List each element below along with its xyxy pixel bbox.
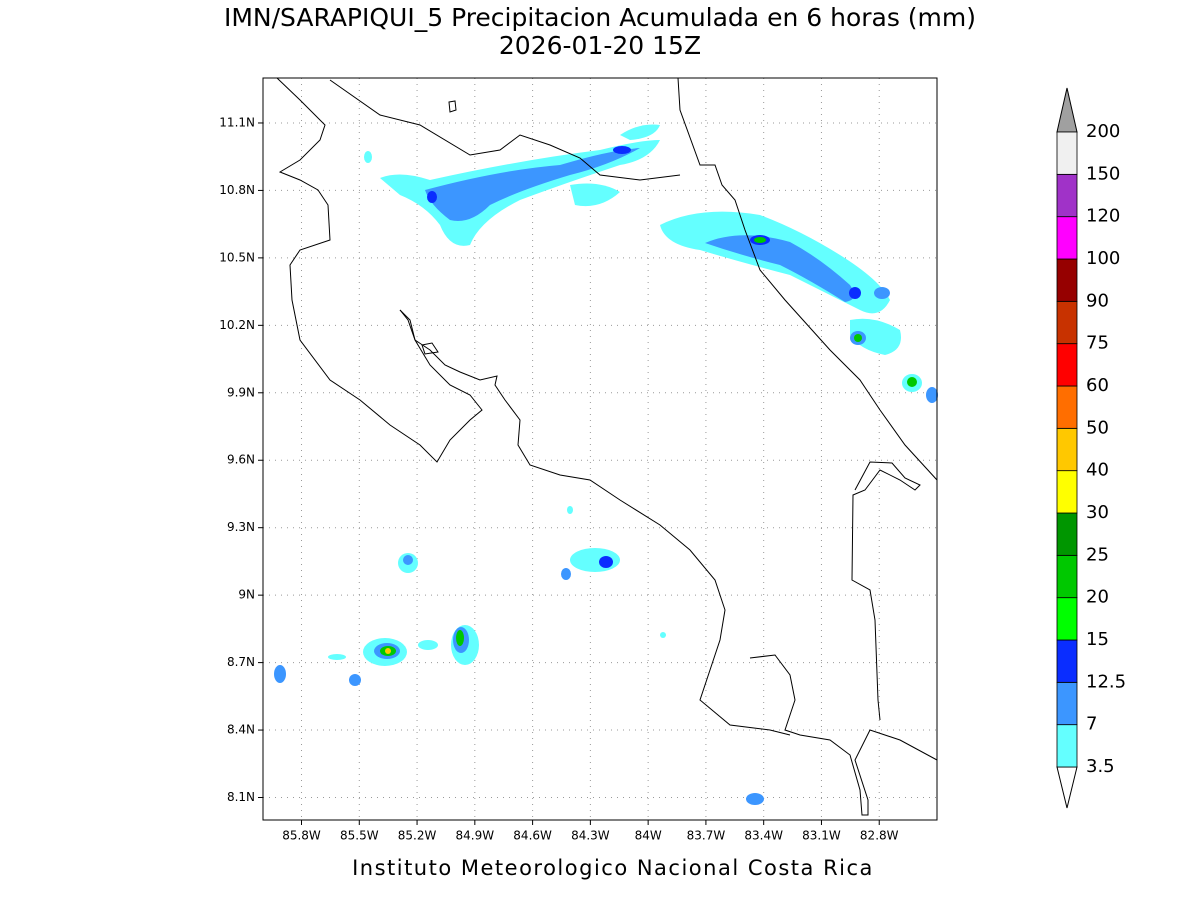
rain-area [570,183,620,207]
colorbar-label: 90 [1086,290,1109,311]
colorbar-box [1056,639,1078,683]
rain-area [660,632,666,638]
y-tick-label: 10.5N [219,250,255,264]
rain-area [567,506,573,514]
rain-core [854,334,862,342]
y-tick-label: 9N [238,588,255,602]
rain-area [425,148,640,221]
rain-core [599,556,613,568]
x-tick-label: 82.8W [860,829,899,843]
colorbar-label: 7 [1086,714,1097,735]
colorbar-label: 3.5 [1086,756,1115,777]
y-tick-label: 10.8N [219,183,255,197]
rain-area [561,568,571,580]
colorbar-over [1056,87,1078,133]
colorbar-box [1056,554,1078,599]
x-tick-label: 84W [635,829,662,843]
colorbar-label: 12.5 [1086,671,1126,692]
colorbar-box [1056,724,1078,768]
rain-area [418,640,438,650]
colorbar-label: 120 [1086,206,1120,227]
colorbar-box [1056,258,1078,302]
coastlines [276,77,938,816]
rain-core [849,287,861,299]
colorbar-label: 200 [1086,121,1120,142]
rain-area [328,654,346,660]
colorbar-box [1056,681,1078,726]
colorbar-box [1056,512,1078,556]
y-tick-label: 10.2N [219,318,255,332]
rain-area [850,318,901,355]
colorbar-label: 25 [1086,544,1109,565]
plot-frame [262,77,938,821]
colorbar-box [1056,427,1078,472]
rain-area [349,674,361,686]
colorbar-box [1056,385,1078,429]
x-tick-label: 85.8W [282,829,321,843]
x-tick-label: 84.6W [513,829,552,843]
y-tick-label: 8.1N [227,790,255,804]
rain-area [705,235,854,302]
colorbar-label: 20 [1086,587,1109,608]
colorbar-label: 150 [1086,163,1120,184]
colorbar-label: 15 [1086,629,1109,650]
rain-core [427,191,437,203]
colorbar-box [1056,300,1078,345]
x-tick-label: 83.4W [744,829,783,843]
rain-core [907,377,917,387]
colorbar-label: 30 [1086,502,1109,523]
rain-area [620,124,660,140]
subtitle: 2026-01-20 15Z [499,31,701,60]
rain-core [456,630,464,646]
rain-area [926,387,938,403]
colorbar-label: 60 [1086,375,1109,396]
colorbar-box [1056,131,1078,175]
footer: Instituto Meteorologico Nacional Costa R… [352,856,874,880]
colorbar-box [1056,173,1078,218]
rain-area [274,665,286,683]
colorbar-box [1056,470,1078,514]
axes: 85.8W 85.5W 85.2W 84.9W 84.6W 84.3W 84W 83.7W 83… [219,115,898,842]
map-plot: 85.8W 85.5W 85.2W 84.9W 84.6W 84.3W 84W 83.7W 83… [219,77,938,843]
rain-area [746,793,764,805]
colorbar-box [1056,343,1078,387]
rain-area [364,151,372,163]
title: IMN/SARAPIQUI_5 Precipitacion Acumulada … [224,3,976,32]
y-tick-label: 8.4N [227,723,255,737]
rain-area [874,287,890,299]
rain-core [613,146,631,154]
colorbar-box [1056,597,1078,641]
colorbar-under [1056,766,1078,809]
colorbar-label: 40 [1086,460,1109,481]
x-tick-label: 83.1W [802,829,841,843]
rain-core [754,237,766,243]
colorbar-label: 50 [1086,417,1109,438]
y-tick-label: 11.1N [219,115,255,129]
colorbar-box [1056,216,1078,260]
rain-core [385,648,391,654]
x-tick-label: 84.9W [456,829,495,843]
colorbar-label: 75 [1086,333,1109,354]
rain-area [403,555,413,565]
x-tick-label: 85.2W [398,829,437,843]
x-tick-label: 84.3W [571,829,610,843]
x-tick-label: 83.7W [687,829,726,843]
y-tick-label: 9.3N [227,520,255,534]
y-tick-label: 9.6N [227,453,255,467]
colorbar-label: 100 [1086,248,1120,269]
colorbar: 3.5 7 12.5 15 20 25 30 40 50 60 75 90 100 120 150 200 [1056,87,1126,809]
x-tick-label: 85.5W [340,829,379,843]
y-tick-label: 9.9N [227,385,255,399]
y-tick-label: 8.7N [227,655,255,669]
